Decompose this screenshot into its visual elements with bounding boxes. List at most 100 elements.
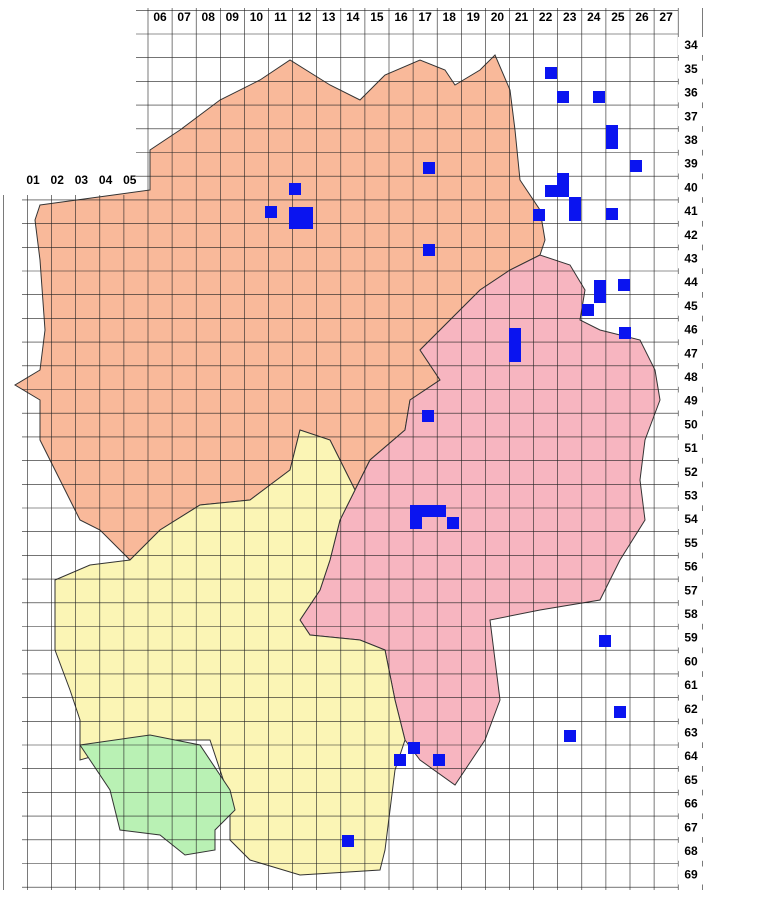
column-label: 21 xyxy=(515,10,529,24)
row-label-bg xyxy=(678,582,704,601)
row-label: 54 xyxy=(684,512,698,526)
row-label: 57 xyxy=(684,583,698,597)
row-label: 46 xyxy=(684,323,698,337)
marker xyxy=(582,304,594,316)
column-label: 14 xyxy=(346,10,360,24)
column-label: 04 xyxy=(99,173,113,187)
row-label-bg xyxy=(678,321,704,340)
column-label: 20 xyxy=(491,10,505,24)
labels: 01 02 03 04 05 06 07 08 09 10 11 12 13 14 15 16 17 18 19 20… xyxy=(26,10,704,885)
column-label: 12 xyxy=(298,10,312,24)
marker xyxy=(569,209,581,221)
column-label: 17 xyxy=(418,10,432,24)
row-label-bg xyxy=(678,60,704,79)
marker xyxy=(422,410,434,422)
marker xyxy=(619,327,631,339)
row-label-bg xyxy=(678,842,704,861)
row-label: 64 xyxy=(684,749,698,763)
column-label: 15 xyxy=(370,10,384,24)
row-label: 48 xyxy=(684,370,698,384)
marker xyxy=(410,505,446,517)
marker xyxy=(289,183,301,195)
column-label: 25 xyxy=(611,10,625,24)
row-label: 36 xyxy=(684,86,698,100)
row-label-bg xyxy=(678,748,704,766)
column-label: 10 xyxy=(250,10,264,24)
row-label: 59 xyxy=(684,631,698,645)
marker xyxy=(447,517,459,529)
row-label-bg xyxy=(678,108,704,127)
row-label-bg xyxy=(678,724,704,743)
row-label: 39 xyxy=(684,157,698,171)
row-label: 37 xyxy=(684,109,698,123)
column-label: 13 xyxy=(322,10,336,24)
row-label: 55 xyxy=(684,536,698,550)
marker xyxy=(423,244,435,256)
column-label: 06 xyxy=(153,10,167,24)
row-label-bg xyxy=(678,202,704,221)
row-label-bg xyxy=(678,416,704,435)
column-label: 22 xyxy=(539,10,553,24)
row-label-bg xyxy=(678,226,704,245)
row-label: 34 xyxy=(684,38,698,52)
column-label: 01 xyxy=(26,173,40,187)
row-label-bg xyxy=(678,368,704,387)
column-label: 27 xyxy=(659,10,673,24)
row-label: 45 xyxy=(684,299,698,313)
row-label-bg xyxy=(678,439,704,458)
row-label: 49 xyxy=(684,394,698,408)
column-label: 19 xyxy=(467,10,481,24)
column-label: 07 xyxy=(177,10,191,24)
column-label: 24 xyxy=(587,10,601,24)
column-label: 16 xyxy=(394,10,408,24)
marker xyxy=(289,207,313,229)
marker xyxy=(606,125,618,137)
row-label: 44 xyxy=(684,275,698,289)
row-label-bg xyxy=(678,463,704,482)
row-label-bg xyxy=(678,771,704,790)
column-label: 11 xyxy=(274,10,287,24)
marker xyxy=(630,160,642,172)
row-label-bg xyxy=(678,629,704,648)
marker xyxy=(509,328,521,362)
marker xyxy=(569,197,581,209)
marker xyxy=(614,706,626,718)
marker xyxy=(545,67,557,79)
row-label-bg xyxy=(678,155,704,174)
row-label: 58 xyxy=(684,607,698,621)
row-label-bg xyxy=(678,605,704,624)
marker xyxy=(408,742,420,754)
row-label: 66 xyxy=(684,797,698,811)
marker xyxy=(410,517,422,529)
column-label: 09 xyxy=(226,10,240,24)
marker xyxy=(533,209,545,221)
column-label: 26 xyxy=(635,10,649,24)
row-label: 63 xyxy=(684,725,698,739)
row-label-bg xyxy=(678,511,704,529)
marker xyxy=(394,754,406,766)
column-label: 08 xyxy=(202,10,216,24)
row-label: 35 xyxy=(684,62,698,76)
row-label: 61 xyxy=(684,678,698,692)
row-label: 52 xyxy=(684,465,698,479)
row-label-bg xyxy=(678,534,704,553)
row-label-bg xyxy=(678,676,704,695)
row-label: 41 xyxy=(684,204,698,218)
row-label: 51 xyxy=(684,441,698,455)
row-label: 60 xyxy=(684,654,698,668)
row-label-bg xyxy=(678,250,704,269)
grid xyxy=(3,8,703,890)
column-label: 23 xyxy=(563,10,577,24)
marker xyxy=(557,91,569,103)
row-label: 42 xyxy=(684,228,698,242)
column-label: 05 xyxy=(123,173,137,187)
marker xyxy=(557,185,569,197)
marker xyxy=(599,635,611,647)
marker xyxy=(433,754,445,766)
row-label: 67 xyxy=(684,820,698,834)
row-label-bg xyxy=(678,274,704,292)
row-label: 68 xyxy=(684,844,698,858)
row-label-bg xyxy=(678,84,704,103)
row-label: 53 xyxy=(684,488,698,502)
